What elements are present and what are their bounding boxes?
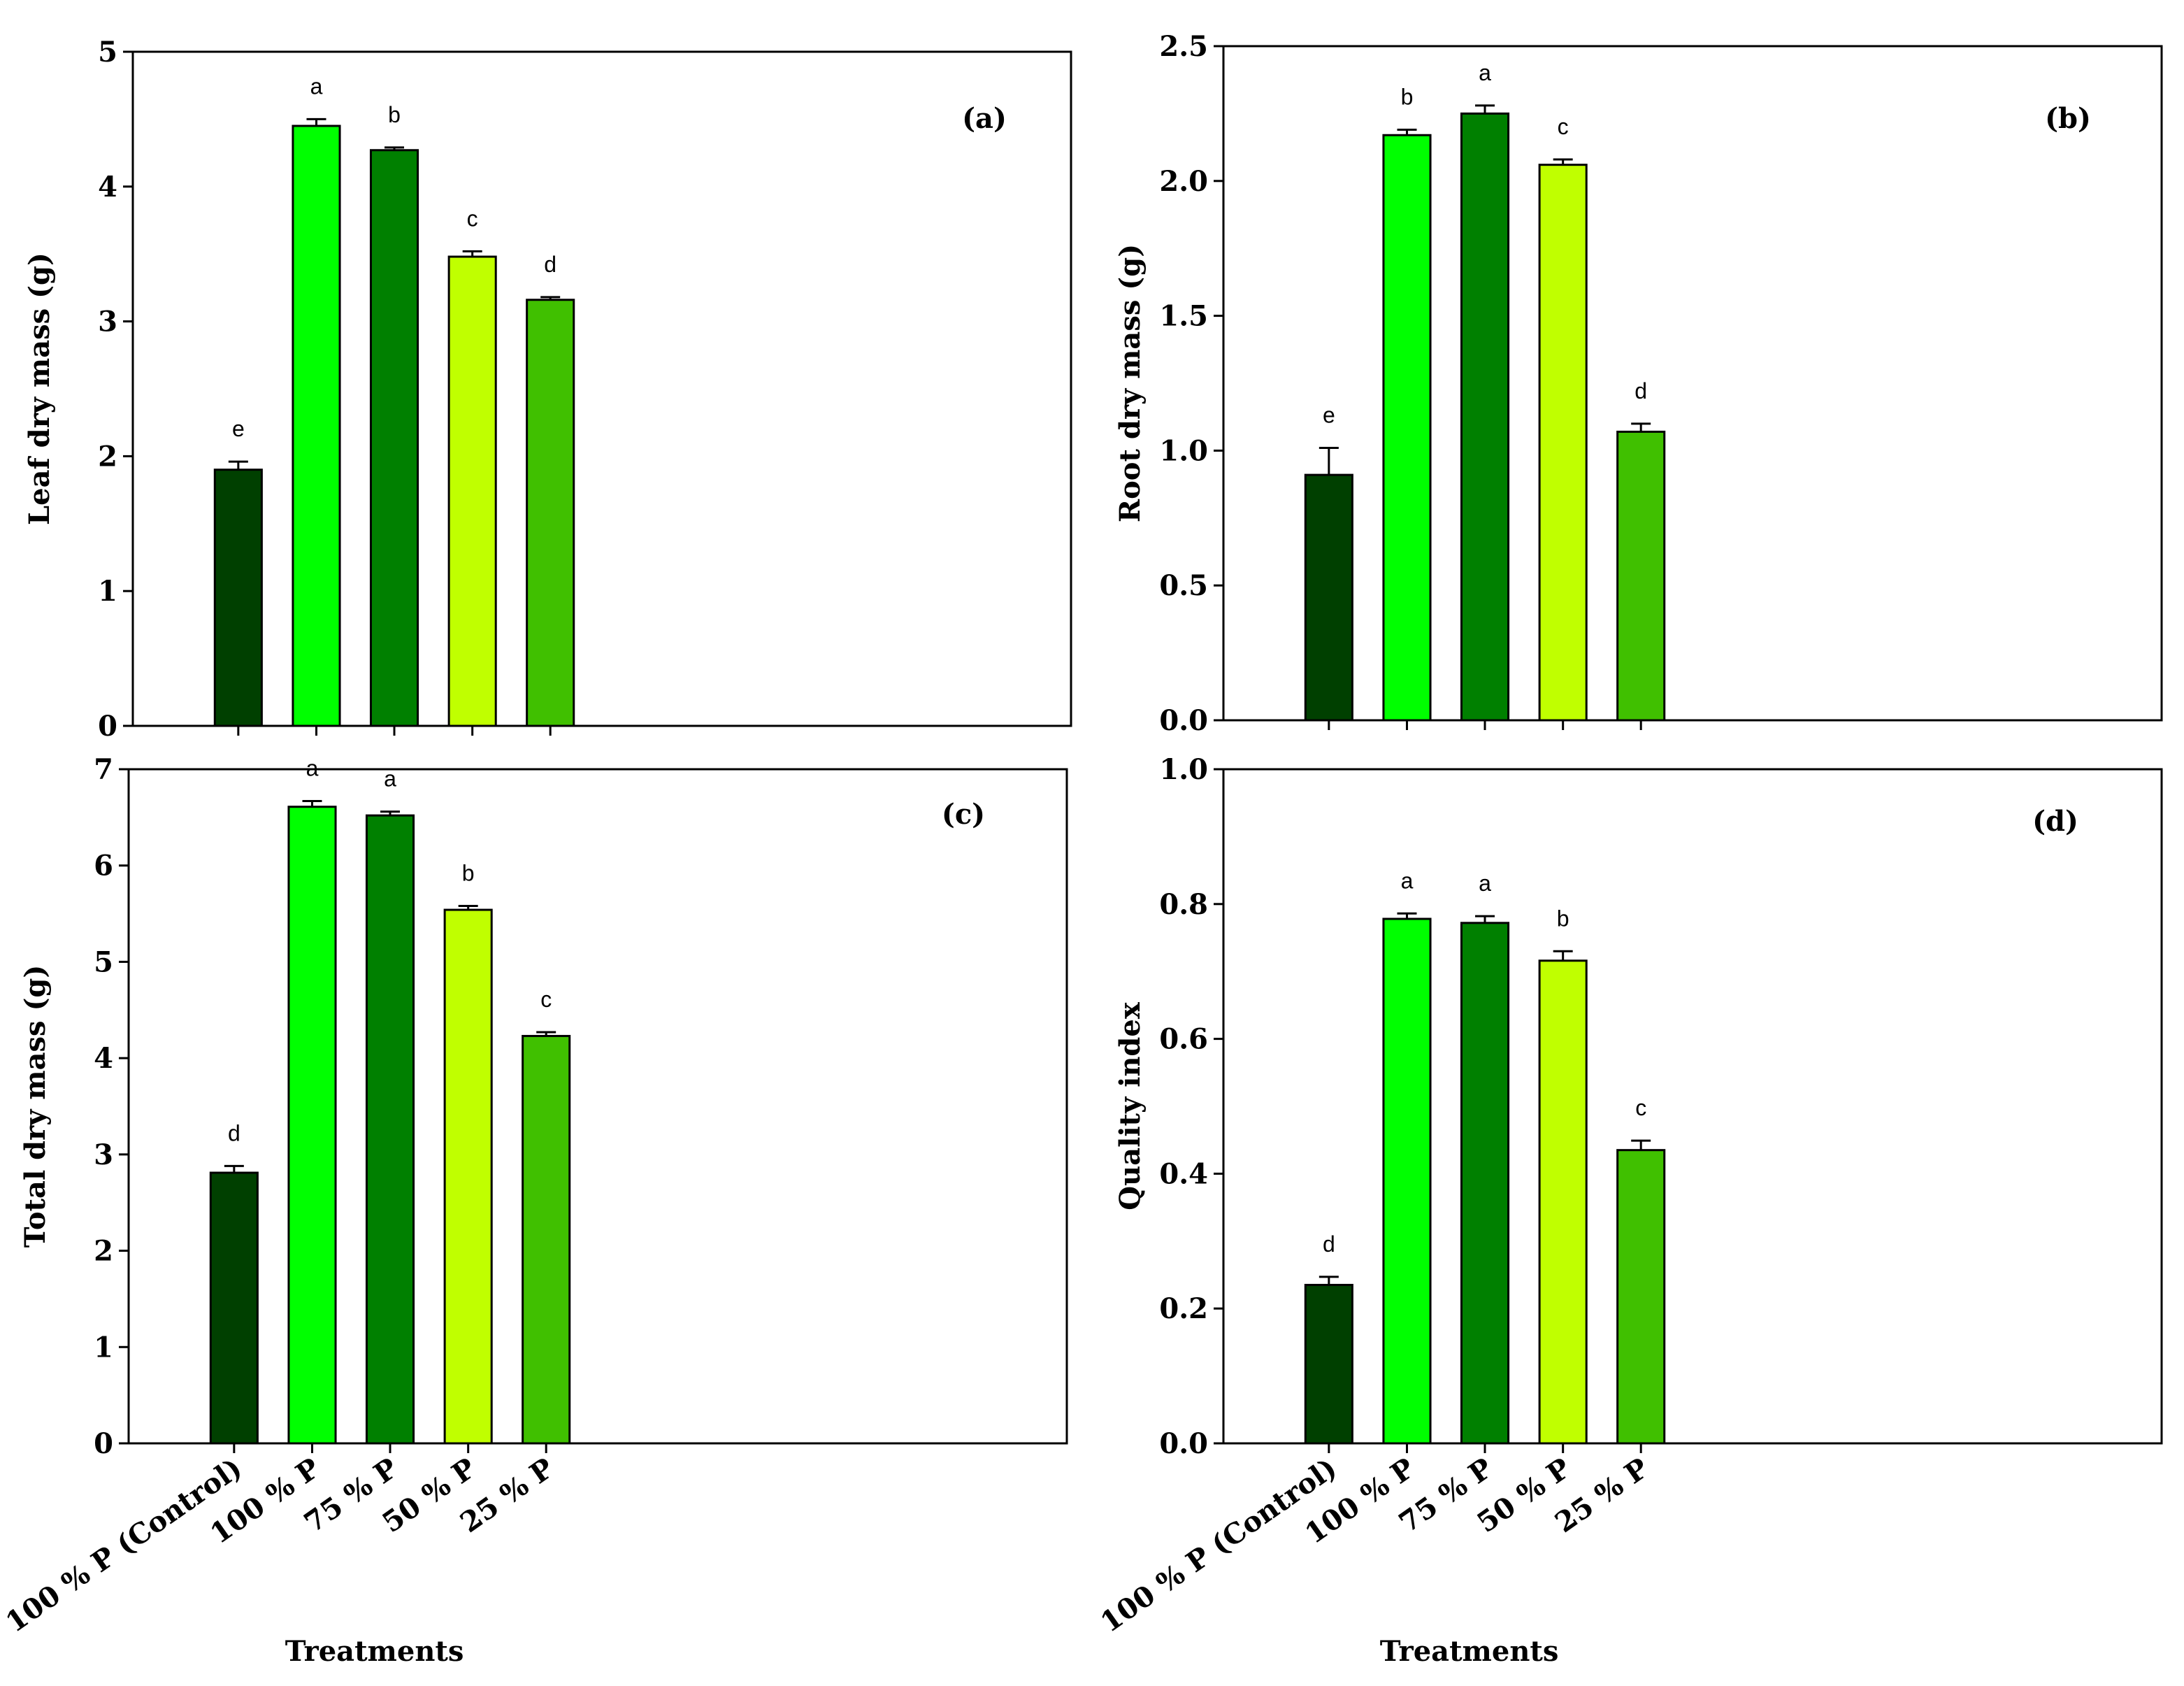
significance-letter: c: [1635, 1095, 1646, 1120]
bar-2: [1382, 917, 1432, 1445]
significance-letter: d: [544, 252, 556, 277]
bar-1: [1304, 473, 1353, 722]
y-tick-label: 4: [94, 1042, 113, 1075]
bar-2: [292, 124, 341, 727]
panel-a: 0 1 2 3 4 5 Leaf dry mass (g) (a) e a b c d: [23, 36, 1072, 743]
panel-d: 0.0 0.2 0.4 0.6 0.8 1.0 Quality index (d) d 100 %…: [1095, 753, 2163, 1668]
bar-5: [526, 299, 575, 727]
significance-letter: b: [1557, 906, 1569, 931]
y-tick-label: 2.5: [1159, 30, 1208, 63]
y-tick-label: 2: [94, 1235, 113, 1268]
bar-3: [1460, 922, 1510, 1445]
bar-4: [447, 255, 497, 727]
bar-3: [365, 814, 415, 1445]
significance-letter: b: [462, 861, 475, 886]
significance-letter: d: [1635, 378, 1647, 403]
significance-letter: e: [1323, 403, 1335, 428]
significance-letter: a: [1479, 60, 1491, 85]
y-tick-label: 0.4: [1159, 1157, 1208, 1190]
bar-5: [1616, 1149, 1666, 1445]
y-tick-label: 1: [94, 1331, 113, 1364]
bar-4: [443, 908, 493, 1445]
bar-1: [213, 469, 263, 727]
y-tick-label: 0: [94, 1427, 113, 1460]
x-axis-label: Treatments: [1380, 1635, 1559, 1668]
significance-letter: a: [1401, 868, 1414, 893]
bar-1: [1304, 1283, 1353, 1445]
y-tick-label: 0.5: [1159, 569, 1208, 602]
y-tick-label: 0.8: [1159, 888, 1208, 921]
panel-b: 0.0 0.5 1.0 1.5 2.0 2.5 Root dry mass (g) (b) e b…: [1114, 30, 2163, 737]
bar-3: [1460, 112, 1510, 722]
panel-tag: (c): [942, 798, 985, 831]
y-tick-label: 2.0: [1159, 165, 1208, 198]
y-tick-label: 5: [98, 36, 117, 69]
y-tick-label: 1.5: [1159, 300, 1208, 333]
x-category-label: 100 % P (Control): [1095, 1452, 1343, 1639]
panel-tag: (a): [962, 102, 1007, 135]
y-tick-label: 3: [98, 306, 117, 338]
bar-5: [522, 1034, 571, 1445]
bar-1: [209, 1171, 259, 1445]
significance-letter: a: [306, 755, 319, 780]
bar-3: [369, 149, 419, 727]
y-tick-label: 2: [98, 440, 117, 473]
bar-4: [1538, 164, 1588, 722]
x-category-label: 100 % P (Control): [0, 1452, 248, 1639]
y-tick-label: 3: [94, 1138, 113, 1171]
y-axis-label: Total dry mass (g): [19, 965, 52, 1248]
plot-frame: [131, 50, 1072, 727]
y-tick-label: 1.0: [1159, 753, 1208, 786]
plot-frame: [127, 768, 1068, 1445]
significance-letter: d: [1323, 1231, 1335, 1257]
significance-letter: b: [388, 102, 401, 127]
plot-frame: [1222, 45, 2163, 722]
panel-tag: (d): [2032, 805, 2078, 838]
y-tick-label: 0.0: [1159, 1427, 1208, 1460]
significance-letter: c: [1558, 114, 1569, 139]
y-tick-label: 4: [98, 171, 117, 203]
y-tick-label: 0.6: [1159, 1023, 1208, 1056]
y-tick-label: 0.0: [1159, 704, 1208, 737]
bar-2: [1382, 134, 1432, 722]
panel-tag: (b): [2045, 102, 2091, 135]
y-tick-label: 0.2: [1159, 1292, 1208, 1325]
y-tick-label: 6: [94, 850, 113, 883]
y-axis-label: Quality index: [1114, 1001, 1147, 1210]
significance-letter: e: [232, 416, 245, 441]
y-tick-label: 1.0: [1159, 434, 1208, 467]
significance-letter: c: [540, 987, 552, 1012]
significance-letter: a: [310, 73, 323, 99]
y-tick-label: 0: [98, 710, 117, 743]
y-tick-label: 7: [94, 753, 113, 786]
significance-letter: d: [228, 1120, 240, 1145]
bar-5: [1616, 430, 1666, 722]
y-tick-label: 5: [94, 945, 113, 978]
x-axis-label: Treatments: [285, 1635, 464, 1668]
panel-c: 0 1 2 3 4 5 6 7 Total dry mass (g) (c) d 100 % P (C…: [0, 753, 1068, 1668]
significance-letter: b: [1401, 85, 1414, 110]
bar-2: [287, 806, 337, 1445]
significance-letter: c: [467, 206, 478, 231]
significance-letter: a: [384, 766, 396, 792]
y-tick-label: 1: [98, 575, 117, 608]
y-axis-label: Leaf dry mass (g): [23, 252, 56, 525]
y-axis-label: Root dry mass (g): [1114, 244, 1147, 522]
significance-letter: a: [1479, 871, 1491, 896]
plot-frame: [1222, 768, 2163, 1445]
bar-4: [1538, 959, 1588, 1445]
